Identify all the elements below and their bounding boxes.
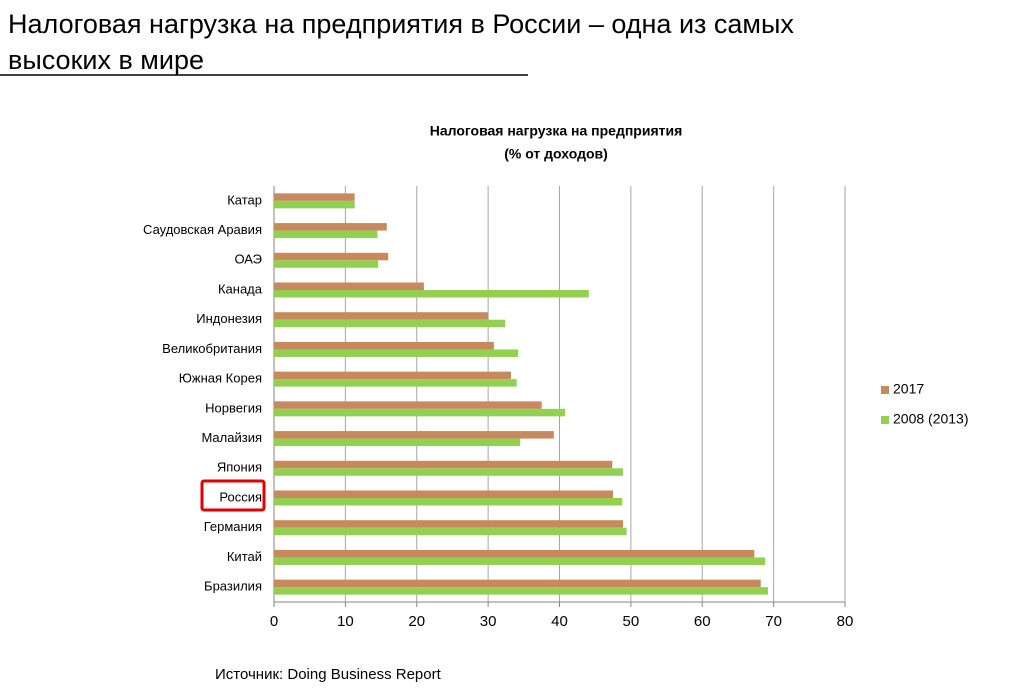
bar: [274, 193, 355, 201]
bar: [274, 520, 624, 528]
y-tick-label: Китай: [227, 549, 262, 564]
legend-swatch: [881, 416, 889, 424]
bar: [274, 349, 519, 357]
y-tick-label: Южная Корея: [179, 371, 262, 386]
x-tick-label: 0: [270, 613, 278, 630]
x-tick-label: 20: [408, 613, 425, 630]
bar: [274, 230, 378, 239]
y-tick-label: Малайзия: [201, 430, 262, 445]
y-tick-label: Великобритания: [162, 341, 262, 356]
bar: [274, 260, 379, 268]
bar: [274, 549, 755, 558]
x-tick-label: 40: [551, 613, 568, 630]
x-tick-label: 50: [623, 613, 640, 630]
bar: [274, 490, 614, 498]
x-tick-label: 70: [765, 613, 782, 630]
bar: [274, 371, 511, 380]
chart-title: Налоговая нагрузка на предприятия: [430, 123, 683, 139]
slide-title: Налоговая нагрузка на предприятия в Росс…: [8, 9, 794, 39]
bar: [274, 290, 589, 298]
y-tick-label: Россия: [219, 489, 262, 504]
legend-label: 2017: [893, 381, 924, 397]
bar: [274, 498, 623, 506]
legend-label: 2008 (2013): [893, 411, 969, 427]
x-tick-label: 30: [480, 613, 497, 630]
source-note: Источник: Doing Business Report: [215, 666, 442, 683]
y-tick-label: Катар: [227, 192, 262, 207]
x-tick-label: 60: [694, 613, 711, 630]
bar: [274, 312, 489, 320]
legend-swatch: [881, 386, 889, 394]
bar: [274, 431, 554, 439]
y-tick-label: Канада: [218, 281, 263, 296]
y-tick-label: Индонезия: [196, 311, 262, 326]
y-tick-label: Германия: [204, 519, 262, 534]
y-tick-label: Бразилия: [204, 579, 262, 594]
bar: [274, 379, 517, 387]
bar: [274, 460, 613, 469]
bar: [274, 587, 768, 595]
y-tick-label: Саудовская Аравия: [143, 222, 262, 237]
bar: [274, 200, 355, 209]
bar: [274, 319, 506, 328]
bar: [274, 408, 566, 417]
bar: [274, 282, 424, 290]
chart-subtitle: (% от доходов): [504, 146, 608, 162]
bar: [274, 527, 627, 536]
x-tick-label: 10: [337, 613, 354, 630]
bar: [274, 468, 624, 476]
bar: [274, 401, 542, 409]
bar: [274, 223, 387, 231]
bar: [274, 341, 494, 350]
x-tick-label: 80: [837, 613, 854, 630]
y-tick-label: ОАЭ: [234, 252, 262, 267]
y-tick-label: Япония: [217, 460, 262, 475]
y-tick-label: Норвегия: [205, 400, 262, 415]
bar: [274, 438, 521, 447]
bar: [274, 579, 761, 588]
bar: [274, 557, 766, 565]
slide-title: высоких в мире: [8, 45, 204, 75]
highlight-box: [200, 479, 266, 512]
plot: 0 10 20 30 40 50 60 70 80 Катар Саудовская Аравия О…: [143, 186, 969, 630]
bar: [274, 252, 389, 261]
